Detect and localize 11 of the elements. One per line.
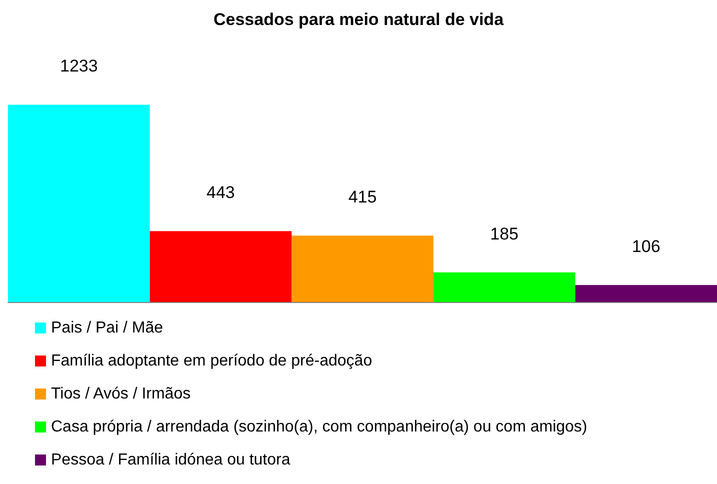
legend-label: Família adoptante em período de pré-adoção: [51, 352, 372, 370]
data-label: 415: [348, 188, 377, 207]
legend-label: Casa própria / arrendada (sozinho(a), com companheiro(a) ou com amigos): [51, 418, 588, 436]
legend-label: Pessoa / Família idónea ou tutora: [51, 452, 290, 468]
data-label: 185: [490, 224, 518, 244]
data-label: 1233: [60, 56, 98, 76]
data-label: 443: [206, 183, 235, 202]
legend-label: Pais / Pai / Mãe: [51, 320, 164, 336]
data-label: 106: [632, 237, 660, 256]
chart-title: Cessados para meio natural de vida: [213, 10, 504, 29]
legend-label: Tios / Avós / Irmãos: [51, 386, 191, 402]
